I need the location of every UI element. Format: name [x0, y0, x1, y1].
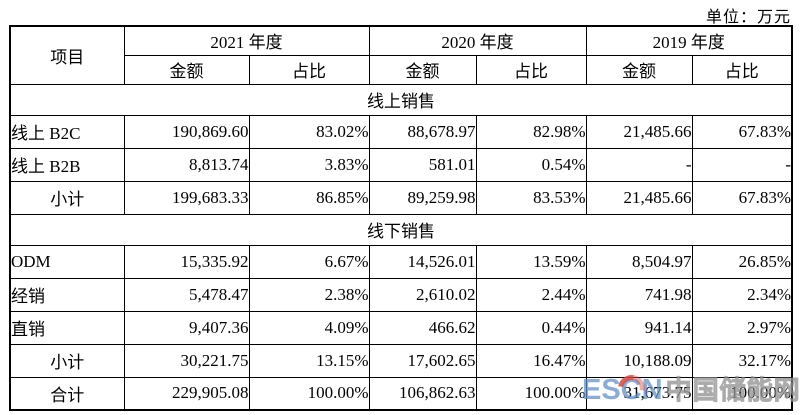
table-row-odm: ODM 15,335.92 6.67% 14,526.01 13.59% 8,5…: [9, 244, 793, 279]
row-label: 合计: [9, 376, 125, 411]
amount-cell: 88,678.97: [368, 114, 477, 149]
ratio-cell: 100.00%: [248, 376, 370, 411]
amount-cell: 15,335.92: [123, 244, 250, 279]
amount-cell: 199,683.33: [123, 180, 250, 215]
row-label: 经销: [9, 277, 125, 312]
ratio-cell: 26.85%: [691, 244, 793, 279]
table-row-direct: 直销 9,407.36 4.09% 466.62 0.44% 941.14 2.…: [9, 310, 793, 345]
unit-label: 单位：万元: [705, 9, 791, 26]
row-label: 线上 B2C: [9, 114, 125, 149]
ratio-cell: 86.85%: [248, 180, 370, 215]
header-ratio-2021: 占比: [248, 54, 370, 85]
amount-cell: 31,673.75: [585, 376, 693, 411]
amount-cell: 30,221.75: [123, 343, 250, 378]
ratio-cell: 4.09%: [248, 310, 370, 345]
ratio-cell: 83.02%: [248, 114, 370, 149]
section-title-offline: 线下销售: [9, 213, 793, 246]
ratio-cell: 67.83%: [691, 114, 793, 149]
table-row-offline-subtotal: 小计 30,221.75 13.15% 17,602.65 16.47% 10,…: [9, 343, 793, 378]
amount-cell: 10,188.09: [585, 343, 693, 378]
ratio-cell: 2.44%: [475, 277, 587, 312]
ratio-cell: 32.17%: [691, 343, 793, 378]
header-ratio-2020: 占比: [475, 54, 587, 85]
amount-cell: 17,602.65: [368, 343, 477, 378]
amount-cell: 9,407.36: [123, 310, 250, 345]
ratio-cell: 13.15%: [248, 343, 370, 378]
header-year-2019: 2019 年度: [585, 25, 793, 56]
ratio-cell: 83.53%: [475, 180, 587, 215]
ratio-cell: 82.98%: [475, 114, 587, 149]
table-row-online-subtotal: 小计 199,683.33 86.85% 89,259.98 83.53% 21…: [9, 180, 793, 215]
amount-cell: 21,485.66: [585, 180, 693, 215]
ratio-cell: 2.97%: [691, 310, 793, 345]
sales-table: 项目 2021 年度 2020 年度 2019 年度 金额 占比 金额 占比 金…: [9, 25, 793, 411]
row-label: ODM: [9, 244, 125, 279]
amount-cell: 5,478.47: [123, 277, 250, 312]
amount-cell: 14,526.01: [368, 244, 477, 279]
header-row-years: 项目 2021 年度 2020 年度 2019 年度: [9, 25, 793, 85]
amount-cell: 8,504.97: [585, 244, 693, 279]
ratio-cell: 2.34%: [691, 277, 793, 312]
table-row-online-b2c: 线上 B2C 190,869.60 83.02% 88,678.97 82.98…: [9, 114, 793, 149]
ratio-cell: 3.83%: [248, 147, 370, 182]
ratio-cell: 67.83%: [691, 180, 793, 215]
row-label: 小计: [9, 180, 125, 215]
header-amount-2021: 金额: [123, 54, 250, 85]
amount-cell: 21,485.66: [585, 114, 693, 149]
ratio-cell: 16.47%: [475, 343, 587, 378]
amount-cell: 941.14: [585, 310, 693, 345]
header-item: 项目: [9, 25, 125, 85]
amount-cell: 106,862.63: [368, 376, 477, 411]
ratio-cell: 0.54%: [475, 147, 587, 182]
section-row-offline: 线下销售: [9, 213, 793, 246]
header-amount-2020: 金额: [368, 54, 477, 85]
table-row-distribution: 经销 5,478.47 2.38% 2,610.02 2.44% 741.98 …: [9, 277, 793, 312]
header-year-2021: 2021 年度: [123, 25, 370, 56]
amount-cell: 190,869.60: [123, 114, 250, 149]
row-label: 直销: [9, 310, 125, 345]
header-row-subcolumns: 金额 占比 金额 占比 金额 占比: [10, 54, 793, 85]
amount-cell: 2,610.02: [368, 277, 477, 312]
amount-cell: -: [585, 147, 693, 182]
header-year-2020: 2020 年度: [368, 25, 587, 56]
amount-cell: 229,905.08: [123, 376, 250, 411]
ratio-cell: 6.67%: [248, 244, 370, 279]
row-label: 小计: [9, 343, 125, 378]
amount-cell: 466.62: [368, 310, 477, 345]
section-row-online: 线上销售: [9, 83, 793, 116]
amount-cell: 741.98: [585, 277, 693, 312]
amount-cell: 89,259.98: [368, 180, 477, 215]
amount-cell: 8,813.74: [123, 147, 250, 182]
row-label: 线上 B2B: [9, 147, 125, 182]
ratio-cell: 100.00%: [475, 376, 587, 411]
header-ratio-2019: 占比: [691, 54, 793, 85]
table-row-grand-total: 合计 229,905.08 100.00% 106,862.63 100.00%…: [9, 376, 793, 411]
ratio-cell: 0.44%: [475, 310, 587, 345]
header-amount-2019: 金额: [585, 54, 693, 85]
section-title-online: 线上销售: [9, 83, 793, 116]
ratio-cell: 13.59%: [475, 244, 587, 279]
table-row-online-b2b: 线上 B2B 8,813.74 3.83% 581.01 0.54% - -: [9, 147, 793, 182]
ratio-cell: -: [691, 147, 793, 182]
ratio-cell: 100.00%: [691, 376, 793, 411]
ratio-cell: 2.38%: [248, 277, 370, 312]
amount-cell: 581.01: [368, 147, 477, 182]
